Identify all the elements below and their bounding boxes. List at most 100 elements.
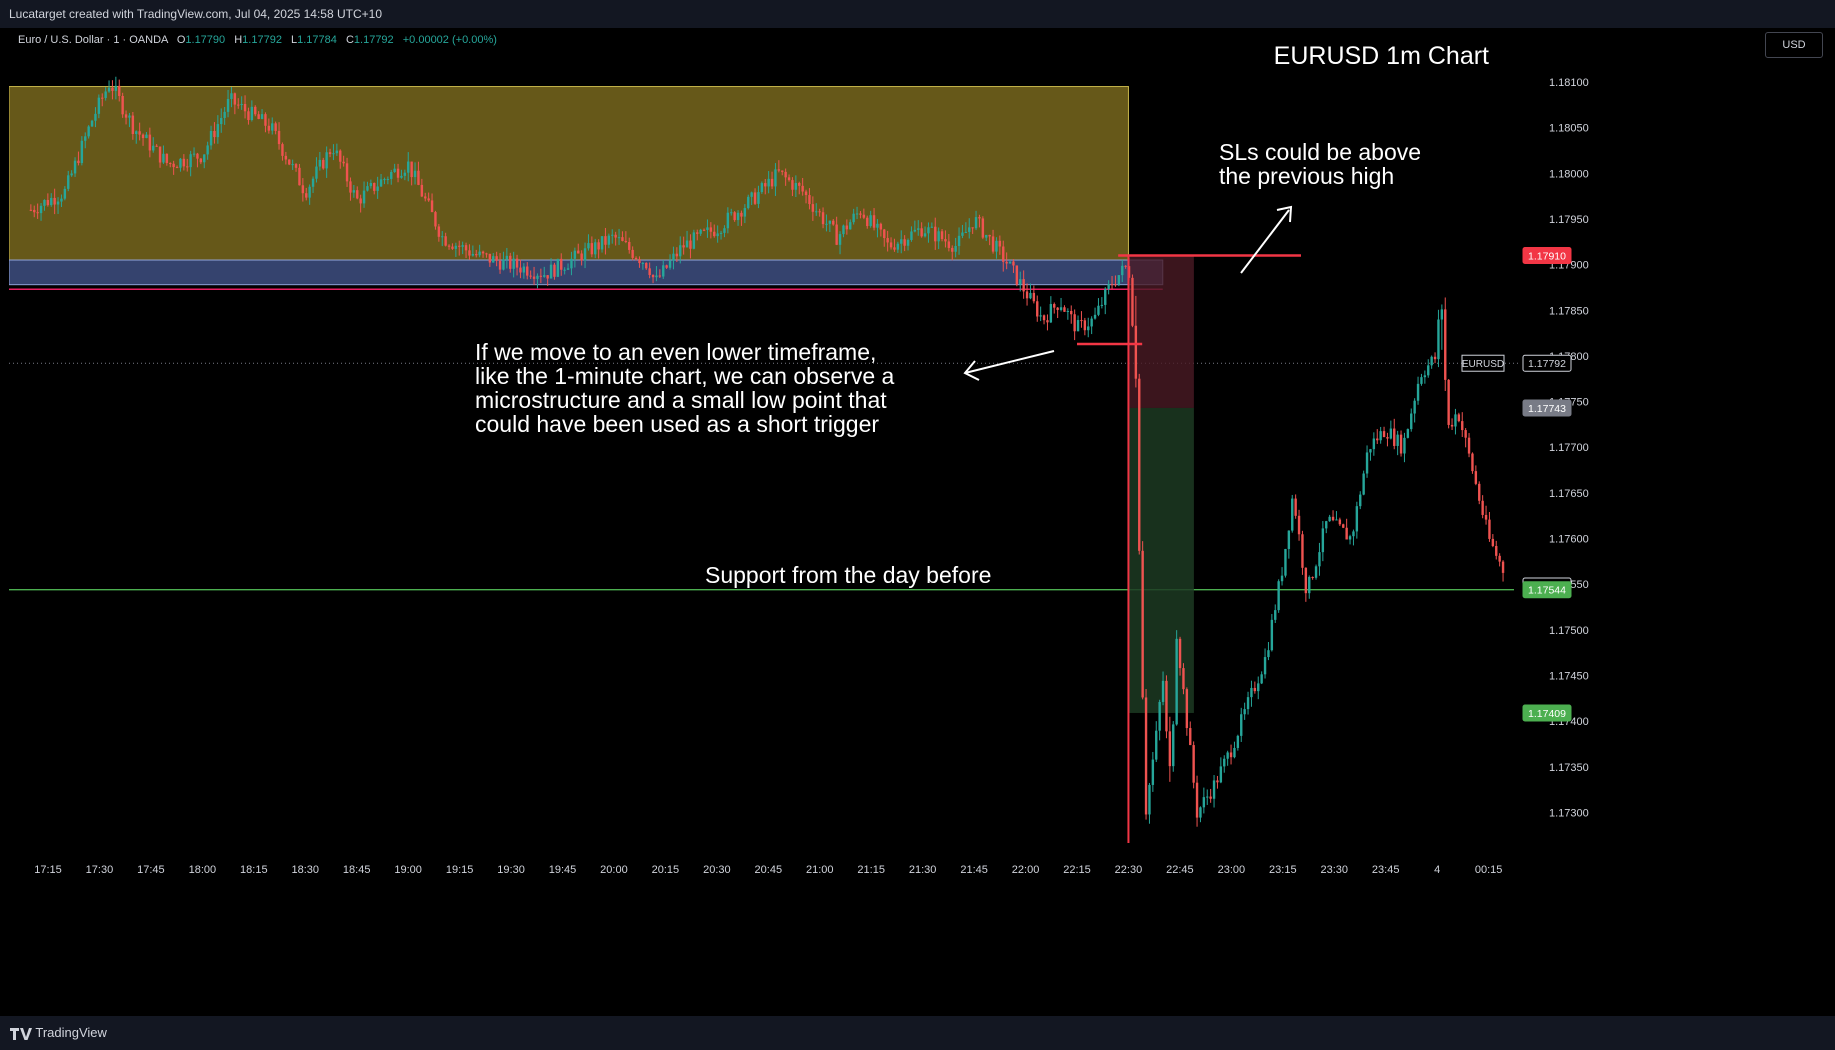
candle-body bbox=[1450, 424, 1454, 427]
tradingview-logo-icon bbox=[10, 1016, 32, 1050]
candle-body bbox=[1025, 291, 1029, 299]
candle-body bbox=[699, 229, 702, 234]
candle-body bbox=[189, 154, 192, 168]
candle-body bbox=[1484, 514, 1488, 520]
candle-body bbox=[1090, 318, 1093, 327]
candle-body bbox=[757, 192, 760, 204]
candle-body bbox=[648, 268, 651, 275]
candle-body bbox=[930, 226, 934, 228]
candle-body bbox=[1335, 519, 1338, 521]
candle-body bbox=[1185, 689, 1189, 729]
candle-body bbox=[845, 225, 849, 230]
candle-body bbox=[284, 155, 288, 160]
candle-body bbox=[1270, 619, 1274, 651]
candle-body bbox=[325, 152, 328, 169]
candle-body bbox=[315, 166, 318, 179]
x-tick-label: 21:15 bbox=[857, 864, 885, 876]
x-tick-label: 22:15 bbox=[1063, 864, 1091, 876]
candle-body bbox=[1246, 697, 1250, 710]
candle-body bbox=[118, 85, 121, 96]
candle-body bbox=[1362, 473, 1365, 495]
candle-body bbox=[1491, 538, 1495, 546]
x-tick-label: 18:00 bbox=[189, 864, 217, 876]
candle-body bbox=[672, 253, 675, 261]
candle-body bbox=[951, 247, 954, 252]
candle-body bbox=[1141, 550, 1144, 698]
candle-body bbox=[1056, 307, 1059, 310]
symbol-tag-box bbox=[1461, 354, 1505, 372]
candle-body bbox=[407, 161, 410, 173]
candle-body bbox=[77, 160, 80, 164]
x-tick-label: 23:15 bbox=[1269, 864, 1297, 876]
candle-body bbox=[206, 145, 209, 155]
candle-body bbox=[1002, 246, 1005, 262]
candle-body bbox=[441, 236, 444, 238]
candle-body bbox=[1073, 314, 1076, 332]
candle-body bbox=[730, 212, 733, 214]
candle-body bbox=[947, 241, 951, 248]
candle-body bbox=[220, 117, 223, 125]
candle-body bbox=[733, 212, 736, 221]
candle-body bbox=[1406, 429, 1410, 438]
candle-body bbox=[301, 185, 305, 194]
microstructure-note-line: If we move to an even lower timeframe, bbox=[475, 339, 876, 365]
candle-body bbox=[1498, 555, 1501, 562]
candle-body bbox=[750, 192, 753, 197]
x-tick-label: 4 bbox=[1434, 864, 1440, 876]
candle-body bbox=[1121, 265, 1124, 276]
candle-body bbox=[250, 106, 254, 121]
candle-body bbox=[1267, 650, 1270, 658]
candle-body bbox=[424, 196, 427, 199]
candle-body bbox=[662, 265, 665, 277]
candle-body bbox=[359, 198, 362, 204]
currency-button[interactable]: USD bbox=[1765, 32, 1823, 58]
arrow-up-right bbox=[1240, 209, 1290, 274]
candle-body bbox=[1070, 310, 1073, 315]
candle-body bbox=[1454, 414, 1457, 427]
candle-body bbox=[240, 103, 243, 105]
candle-body bbox=[747, 196, 750, 209]
candle-body bbox=[995, 240, 998, 252]
candle-body bbox=[141, 134, 145, 139]
candle-body bbox=[1219, 766, 1223, 783]
candle-body bbox=[1399, 434, 1403, 454]
candle-body bbox=[1117, 275, 1121, 285]
candle-body bbox=[1280, 575, 1284, 582]
candle-body bbox=[760, 183, 764, 193]
candle-body bbox=[434, 212, 437, 227]
candle-body bbox=[1440, 309, 1444, 320]
candle-body bbox=[158, 146, 162, 163]
sl-note-line: SLs could be above bbox=[1219, 139, 1421, 165]
price-label-box bbox=[1522, 581, 1572, 599]
candle-body bbox=[97, 97, 101, 114]
candle-body bbox=[689, 240, 692, 249]
candle-body bbox=[124, 114, 128, 118]
candle-body bbox=[974, 217, 978, 229]
candle-body bbox=[1066, 310, 1070, 312]
candle-body bbox=[872, 215, 876, 228]
chart-area[interactable]: EURUSD 1m Chart 1.18100 1.18050 1.18000 1.17… bbox=[8, 28, 1835, 1016]
candle-body bbox=[209, 130, 213, 146]
high-label: H bbox=[234, 34, 243, 46]
candle-body bbox=[260, 114, 264, 119]
candle-body bbox=[135, 131, 138, 135]
candle-body bbox=[447, 245, 451, 247]
chart-svg[interactable]: EURUSD 1m Chart 1.18100 1.18050 1.18000 1.17… bbox=[8, 28, 1835, 1016]
x-tick-label: 00:15 bbox=[1475, 864, 1503, 876]
candle-body bbox=[60, 198, 63, 202]
candle-body bbox=[29, 209, 33, 211]
price-label-box bbox=[1522, 704, 1572, 722]
candle-body bbox=[883, 229, 886, 239]
candle-body bbox=[549, 264, 553, 279]
x-tick-label: 22:00 bbox=[1012, 864, 1040, 876]
candle-body bbox=[308, 186, 311, 198]
y-tick-label: 1.18100 bbox=[1549, 77, 1589, 89]
candle-body bbox=[668, 260, 672, 268]
candle-body bbox=[332, 153, 335, 155]
candle-body bbox=[505, 255, 509, 260]
candle-body bbox=[379, 179, 383, 187]
y-tick-label: 1.17700 bbox=[1549, 442, 1589, 454]
candle-body bbox=[495, 256, 498, 261]
brand-name: TradingView bbox=[35, 1025, 107, 1040]
candle-body bbox=[386, 178, 390, 180]
